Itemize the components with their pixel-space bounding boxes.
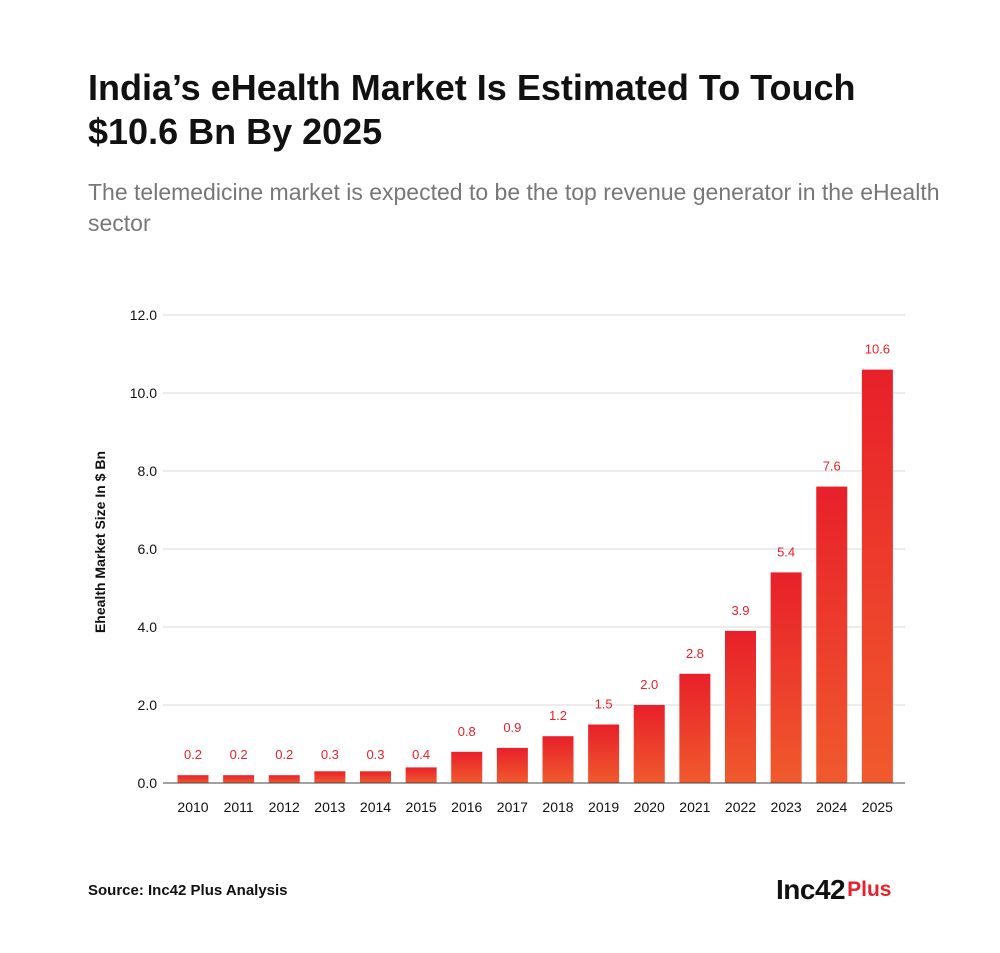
x-tick-label: 2014 [360,799,391,815]
x-tick-label: 2018 [542,799,573,815]
bar [314,771,346,783]
x-tick-label: 2015 [406,799,437,815]
y-tick-label: 12.0 [130,307,157,323]
brand-logo: Inc42 Plus [776,872,891,908]
x-tick-label: 2020 [634,799,665,815]
value-label: 3.9 [731,603,749,618]
y-tick-label: 4.0 [138,619,158,635]
value-label: 2.8 [686,646,704,661]
bar [405,767,437,783]
value-label: 1.2 [549,708,567,723]
x-tick-label: 2022 [725,799,756,815]
x-tick-label: 2019 [588,799,619,815]
bars [177,369,893,783]
x-tick-label: 2012 [269,799,300,815]
value-label: 0.3 [321,747,339,762]
y-tick-label: 8.0 [138,463,158,479]
bar [861,369,893,783]
y-tick-label: 0.0 [138,775,158,791]
value-label: 2.0 [640,677,658,692]
bar [633,705,665,783]
x-tick-label: 2023 [771,799,802,815]
value-label: 0.3 [366,747,384,762]
y-axis-ticks: 0.0 2.0 4.0 6.0 8.0 10.0 12.0 [130,307,157,791]
value-label: 0.4 [412,747,430,762]
bar [679,673,711,783]
logo-plus: Plus [847,878,892,901]
x-tick-label: 2024 [816,799,847,815]
logo-wordmark: Inc42 [776,874,846,905]
bar [268,775,300,783]
bar [816,486,848,783]
value-label: 0.2 [230,747,248,762]
y-tick-label: 2.0 [138,697,158,713]
bar [451,751,483,783]
bar [725,630,756,783]
x-tick-label: 2017 [497,799,528,815]
source-note: Source: Inc42 Plus Analysis [88,882,288,899]
value-label: 5.4 [777,544,795,559]
y-tick-label: 10.0 [130,385,157,401]
bar [542,736,574,783]
value-label: 0.9 [503,720,521,735]
x-tick-label: 2016 [451,799,482,815]
y-tick-label: 6.0 [138,541,158,557]
bar [588,724,620,783]
x-tick-label: 2021 [679,799,710,815]
x-tick-label: 2025 [862,799,893,815]
chart-title: India’s eHealth Market Is Estimated To T… [88,67,856,152]
value-label: 10.6 [865,342,890,357]
value-label: 0.2 [275,747,293,762]
value-labels: 0.2 0.2 0.2 0.3 0.3 0.4 0.8 0.9 1.2 1.5 2.0 2.8 3.9 5… [184,342,890,762]
bar [177,775,209,783]
y-axis-label: Ehealth Market Size In $ Bn [92,451,108,633]
bar [496,747,528,783]
x-axis-ticks: 2010 2011 2012 2013 2014 2015 2016 2017 2018 2019… [177,799,893,815]
value-label: 7.6 [823,459,841,474]
x-tick-label: 2013 [314,799,345,815]
bar [770,572,802,783]
x-tick-label: 2010 [177,799,208,815]
value-label: 0.8 [458,724,476,739]
x-tick-label: 2011 [224,799,254,815]
value-label: 1.5 [595,697,613,712]
value-label: 0.2 [184,747,202,762]
bar [360,771,391,783]
bar [223,775,255,783]
chart-subtitle: The telemedicine market is expected to b… [88,179,940,236]
